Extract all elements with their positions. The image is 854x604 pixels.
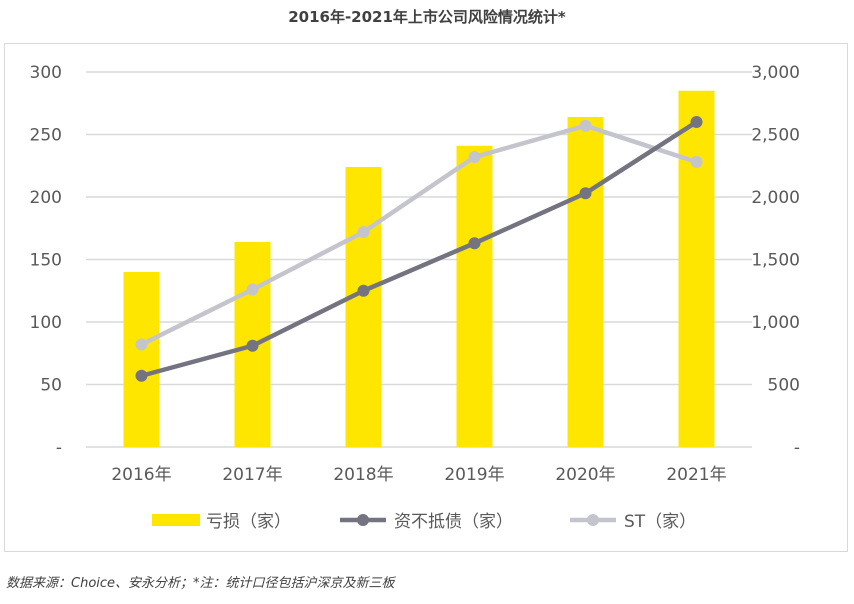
series-point [357, 226, 370, 238]
series-line [140, 123, 698, 347]
legend-label: 亏损（家） [206, 512, 291, 532]
series-point [135, 369, 148, 382]
y-left-tick-label: 50 [40, 376, 62, 396]
series-point [246, 339, 259, 352]
axis-labels: - - 50 500 100 1,000 150 1,500 200 2,000 250 2,500 3… [30, 63, 800, 485]
y-left-tick-label: 300 [30, 63, 62, 83]
series-line [140, 120, 698, 378]
series-point [357, 284, 370, 297]
x-tick-label: 2016年 [111, 465, 171, 485]
chart-title: 2016年-2021年上市公司风险情况统计* [288, 8, 566, 26]
series-point [690, 156, 703, 168]
x-tick-label: 2021年 [666, 465, 726, 485]
legend-label: 资不抵债（家） [394, 512, 513, 532]
series-point [246, 283, 259, 296]
bar [123, 272, 160, 447]
y-right-tick-label: 1,000 [751, 313, 800, 333]
bar [678, 90, 715, 447]
y-right-tick-label: 2,500 [751, 126, 800, 146]
y-right-tick-label: 500 [768, 376, 800, 396]
legend-label: ST（家） [624, 512, 696, 532]
bar [567, 117, 604, 447]
series-point [468, 237, 481, 250]
x-tick-label: 2020年 [555, 465, 615, 485]
series-point [135, 338, 148, 351]
y-left-tick-label: 250 [30, 126, 62, 146]
y-right-tick-label: 3,000 [751, 63, 800, 83]
series-point [468, 151, 481, 163]
y-left-tick-label: 200 [30, 188, 62, 208]
series-point [690, 116, 703, 128]
legend: 亏损（家） 资不抵债（家） ST（家） [152, 512, 696, 532]
series-point [579, 119, 592, 132]
x-tick-label: 2019年 [444, 465, 504, 485]
bar [456, 145, 493, 447]
y-left-tick-label: 150 [30, 251, 62, 271]
chart-frame [4, 43, 848, 552]
legend-swatch-marker [587, 514, 599, 526]
y-right-tick-label: - [794, 438, 800, 458]
x-tick-label: 2018年 [333, 465, 393, 485]
bar [345, 167, 382, 447]
y-right-tick-label: 1,500 [751, 251, 800, 271]
legend-swatch-marker [357, 514, 369, 526]
series-point [579, 187, 592, 200]
gridlines [86, 71, 752, 448]
y-right-tick-label: 2,000 [751, 188, 800, 208]
y-left-tick-label: - [56, 438, 62, 458]
legend-swatch-bar [152, 514, 200, 526]
x-tick-label: 2017年 [222, 465, 282, 485]
source-note: 数据来源：Choice、安永分析；*注：统计口径包括沪深京及新三板 [6, 576, 395, 591]
line-series [135, 116, 703, 382]
bar-series-loss [123, 90, 715, 447]
y-left-tick-label: 100 [30, 313, 62, 333]
